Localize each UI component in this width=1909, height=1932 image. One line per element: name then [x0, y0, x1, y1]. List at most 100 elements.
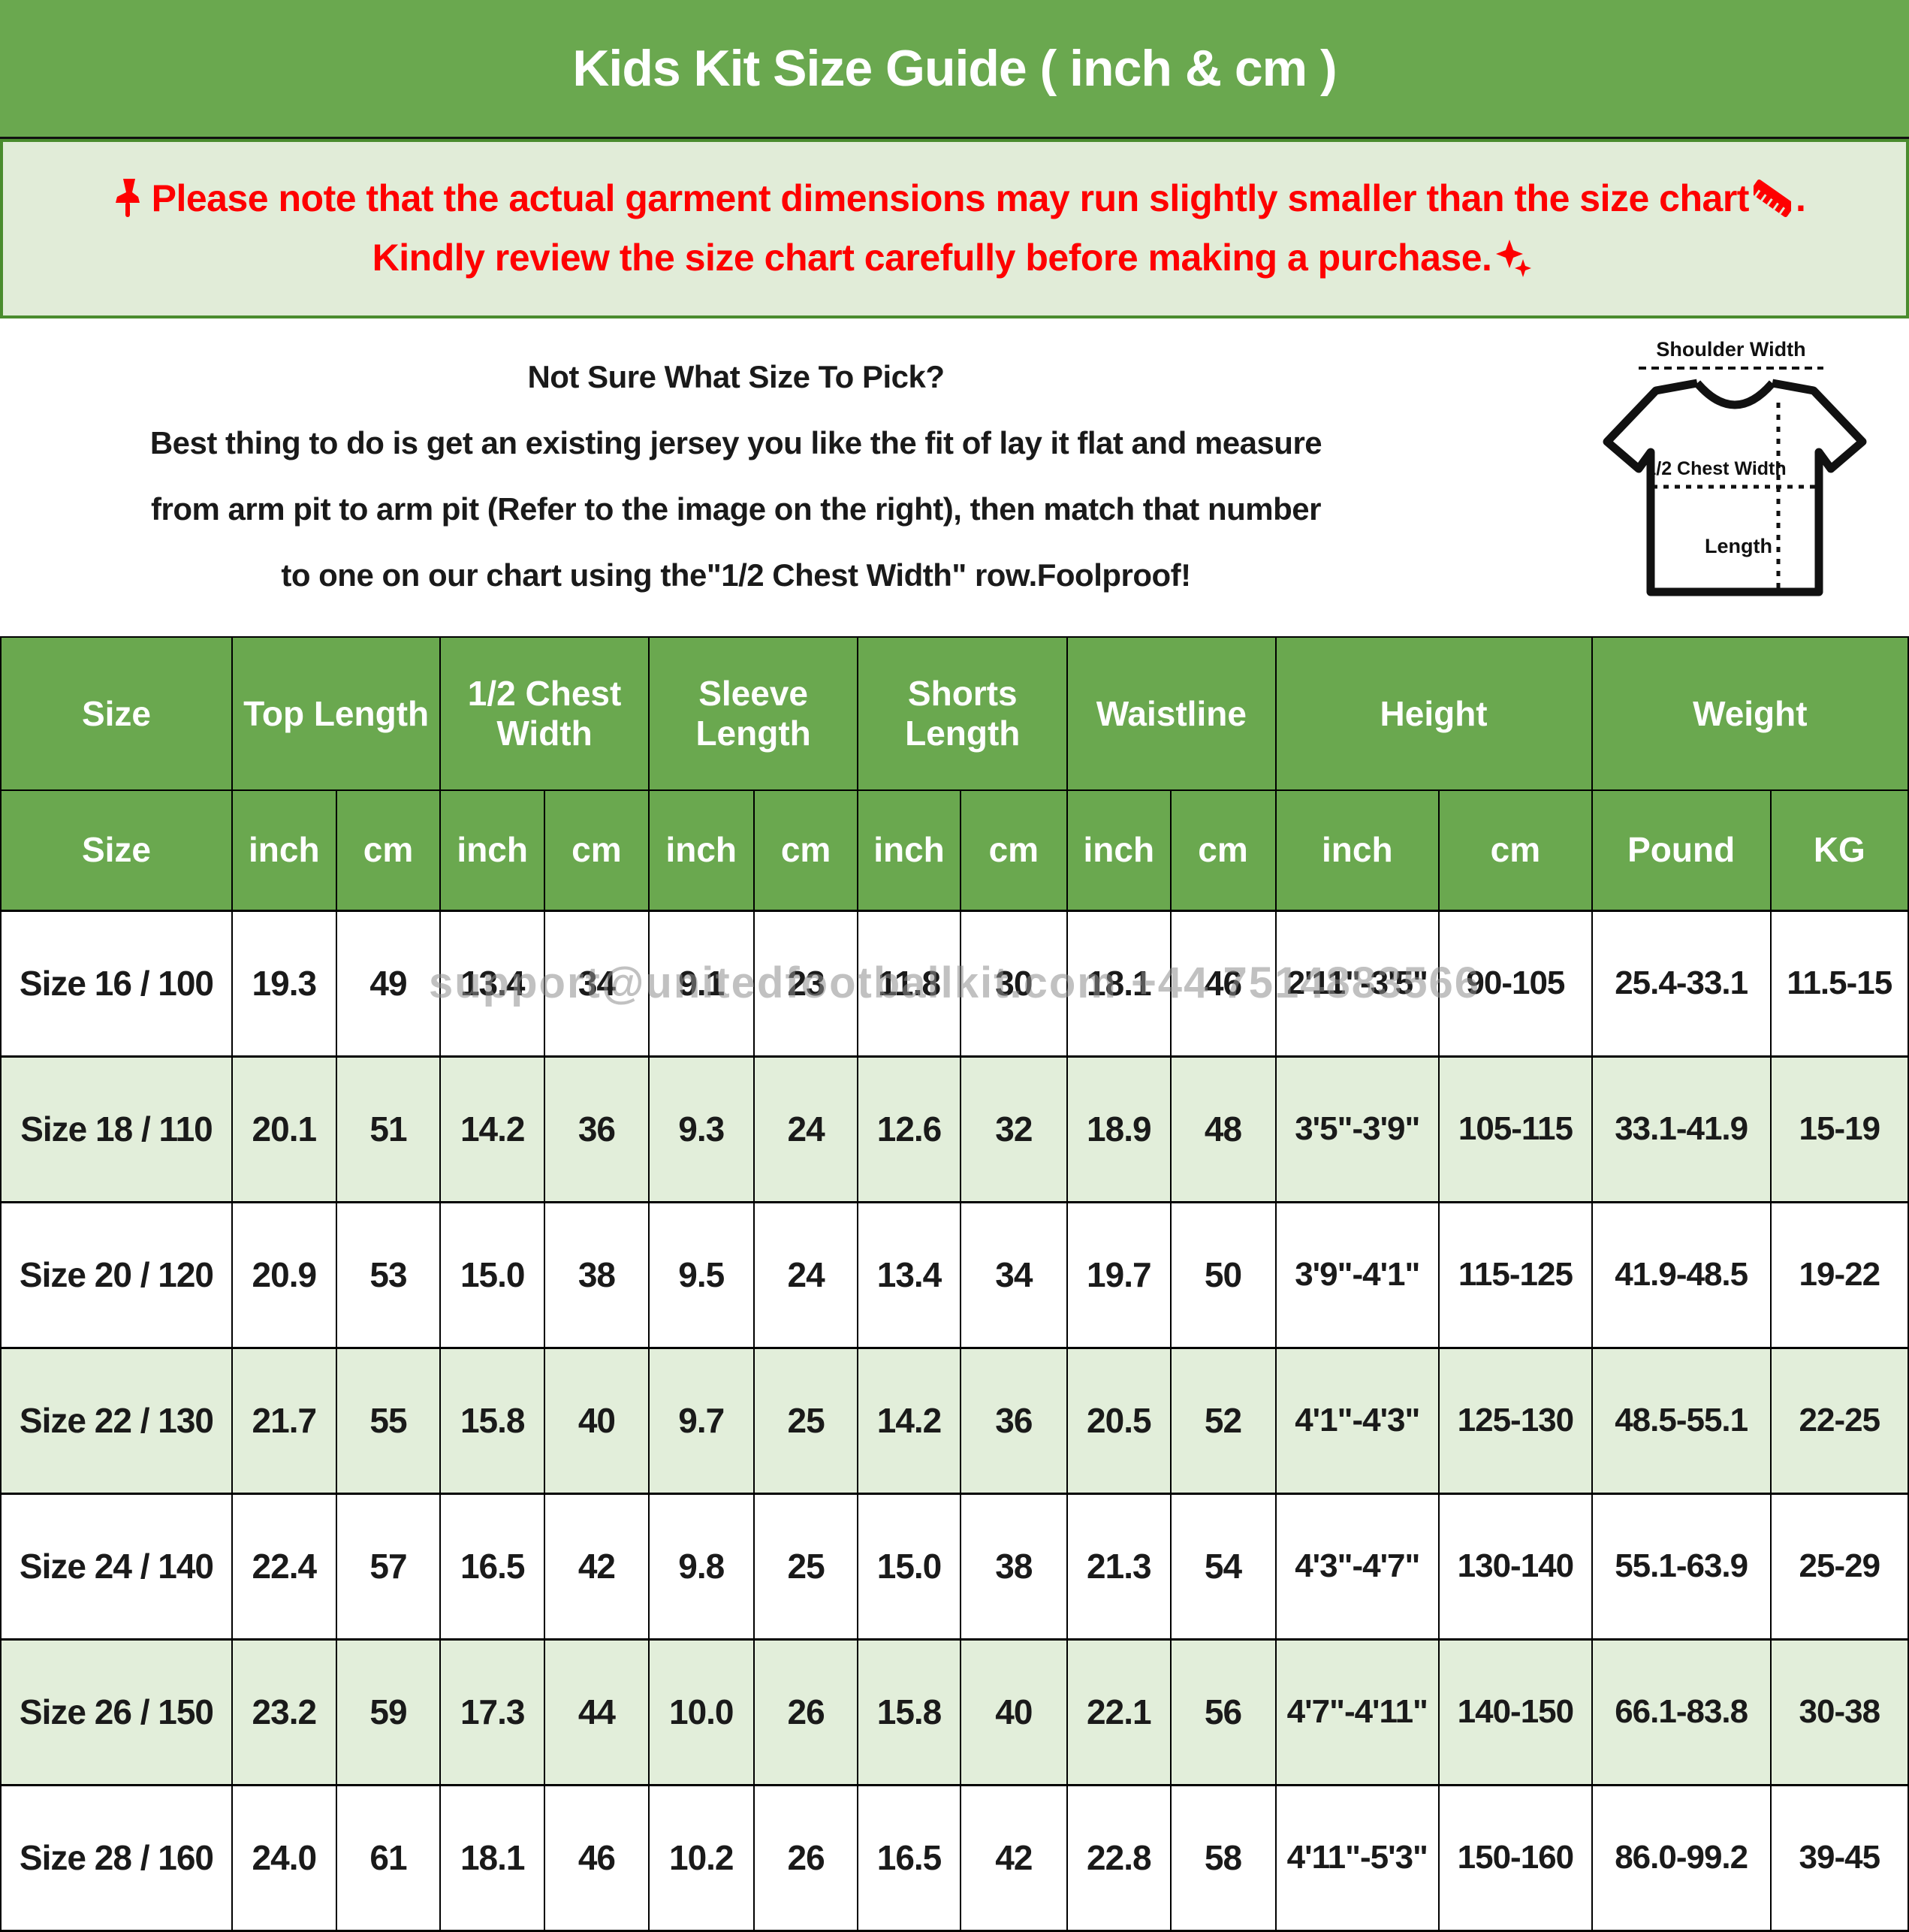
cell-size-26-150-inch-3: 17.3 [439, 1638, 546, 1786]
size-help-line-3: to one on our chart using the"1/2 Chest … [281, 557, 1191, 593]
cell-size-16-100-cm-2: 49 [335, 909, 442, 1058]
cell-size-28-160-size-0: Size 28 / 160 [0, 1783, 233, 1932]
col-sub-14-kg: KG [1769, 789, 1909, 911]
cell-size-28-160-kg-14: 39-45 [1769, 1783, 1909, 1932]
table-row-size-16-100: Size 16 / 100 19.3 49 13.4 34 9.1 23 11.8 30 18.1… [0, 909, 1909, 1058]
size-help-heading: Not Sure What Size To Pick? [527, 359, 945, 394]
notice-line-1: Please note that the actual garment dime… [104, 177, 1806, 220]
notice-banner: Please note that the actual garment dime… [0, 139, 1909, 318]
cell-size-26-150-cm-6: 26 [752, 1638, 859, 1786]
cell-size-22-130-cm-8: 36 [959, 1346, 1069, 1495]
cell-size-22-130-cm-6: 25 [752, 1346, 859, 1495]
cell-size-24-140-pound-13: 55.1-63.9 [1591, 1492, 1772, 1641]
notice-text-1: Please note that the actual garment dime… [151, 177, 1750, 219]
cell-size-28-160-inch-5: 10.2 [647, 1783, 755, 1932]
table-row-size-26-150: Size 26 / 150 23.2 59 17.3 44 10.0 26 15.8 40 22.… [0, 1638, 1909, 1786]
cell-size-24-140-size-0: Size 24 / 140 [0, 1492, 233, 1641]
cell-size-16-100-inch-3: 13.4 [439, 909, 546, 1058]
col-group-height: Height [1274, 636, 1593, 791]
cell-size-28-160-inch-9: 22.8 [1066, 1783, 1172, 1932]
cell-size-18-110-inch-9: 18.9 [1066, 1055, 1172, 1203]
table-row-size-18-110: Size 18 / 110 20.1 51 14.2 36 9.3 24 12.6 32 18.9… [0, 1055, 1909, 1203]
tshirt-measure-diagram: Shoulder Width 1/2 Chest Width Length [1585, 328, 1885, 628]
cell-size-28-160-inch-11: 4'11"-5'3" [1274, 1783, 1440, 1932]
cell-size-20-120-pound-13: 41.9-48.5 [1591, 1200, 1772, 1349]
cell-size-22-130-size-0: Size 22 / 130 [0, 1346, 233, 1495]
size-table: Size Top Length 1/2 Chest Width Sleeve Leng… [0, 636, 1909, 1932]
cell-size-24-140-cm-4: 42 [544, 1492, 650, 1641]
col-sub-9-inch: inch [1066, 789, 1172, 911]
cell-size-20-120-inch-3: 15.0 [439, 1200, 546, 1349]
cell-size-26-150-inch-7: 15.8 [857, 1638, 961, 1786]
cell-size-22-130-cm-2: 55 [335, 1346, 442, 1495]
table-row-size-22-130: Size 22 / 130 21.7 55 15.8 40 9.7 25 14.2 36 20.5… [0, 1346, 1909, 1495]
col-sub-3-inch: inch [439, 789, 546, 911]
cell-size-20-120-cm-4: 38 [544, 1200, 650, 1349]
cell-size-24-140-inch-9: 21.3 [1066, 1492, 1172, 1641]
cell-size-24-140-inch-1: 22.4 [231, 1492, 337, 1641]
cell-size-18-110-inch-3: 14.2 [439, 1055, 546, 1203]
cell-size-16-100-cm-4: 34 [544, 909, 650, 1058]
cell-size-16-100-kg-14: 11.5-15 [1769, 909, 1909, 1058]
col-group-top-length: Top Length [231, 636, 442, 791]
cell-size-26-150-pound-13: 66.1-83.8 [1591, 1638, 1772, 1786]
cell-size-26-150-inch-1: 23.2 [231, 1638, 337, 1786]
cell-size-20-120-size-0: Size 20 / 120 [0, 1200, 233, 1349]
col-group-1-2-chest-width: 1/2 Chest Width [439, 636, 650, 791]
col-sub-5-inch: inch [647, 789, 755, 911]
cell-size-28-160-inch-7: 16.5 [857, 1783, 961, 1932]
cell-size-26-150-cm-4: 44 [544, 1638, 650, 1786]
cell-size-18-110-cm-8: 32 [959, 1055, 1069, 1203]
col-group-shorts-length: Shorts Length [857, 636, 1069, 791]
cell-size-28-160-cm-6: 26 [752, 1783, 859, 1932]
cell-size-16-100-pound-13: 25.4-33.1 [1591, 909, 1772, 1058]
cell-size-22-130-inch-5: 9.7 [647, 1346, 755, 1495]
col-sub-7-inch: inch [857, 789, 961, 911]
cell-size-18-110-pound-13: 33.1-41.9 [1591, 1055, 1772, 1203]
size-help-line-1: Best thing to do is get an existing jers… [149, 425, 1322, 460]
cell-size-18-110-kg-14: 15-19 [1769, 1055, 1909, 1203]
notice-text-2: Kindly review the size chart carefully b… [372, 236, 1492, 279]
cell-size-16-100-inch-5: 9.1 [647, 909, 755, 1058]
title-bar: Kids Kit Size Guide ( inch & cm ) [0, 0, 1909, 139]
col-sub-1-inch: inch [231, 789, 337, 911]
cell-size-18-110-cm-2: 51 [335, 1055, 442, 1203]
size-chart: Size Top Length 1/2 Chest Width Sleeve Leng… [0, 636, 1909, 1932]
cell-size-22-130-inch-3: 15.8 [439, 1346, 546, 1495]
cell-size-26-150-kg-14: 30-38 [1769, 1638, 1909, 1786]
cell-size-20-120-inch-7: 13.4 [857, 1200, 961, 1349]
cell-size-18-110-inch-5: 9.3 [647, 1055, 755, 1203]
cell-size-26-150-cm-8: 40 [959, 1638, 1069, 1786]
cell-size-24-140-inch-11: 4'3"-4'7" [1274, 1492, 1440, 1641]
cell-size-28-160-inch-1: 24.0 [231, 1783, 337, 1932]
cell-size-26-150-cm-10: 56 [1169, 1638, 1277, 1786]
cell-size-28-160-cm-4: 46 [544, 1783, 650, 1932]
col-sub-8-cm: cm [959, 789, 1069, 911]
cell-size-18-110-cm-10: 48 [1169, 1055, 1277, 1203]
table-head: Size Top Length 1/2 Chest Width Sleeve Leng… [0, 636, 1909, 911]
cell-size-16-100-cm-6: 23 [752, 909, 859, 1058]
cell-size-22-130-inch-9: 20.5 [1066, 1346, 1172, 1495]
cell-size-18-110-inch-11: 3'5"-3'9" [1274, 1055, 1440, 1203]
cell-size-16-100-cm-12: 90-105 [1438, 909, 1593, 1058]
col-group-sleeve-length: Sleeve Length [647, 636, 859, 791]
cell-size-24-140-inch-7: 15.0 [857, 1492, 961, 1641]
cell-size-22-130-cm-10: 52 [1169, 1346, 1277, 1495]
cell-size-28-160-cm-2: 61 [335, 1783, 442, 1932]
cell-size-20-120-cm-2: 53 [335, 1200, 442, 1349]
pushpin-icon [115, 178, 140, 217]
cell-size-22-130-kg-14: 22-25 [1769, 1346, 1909, 1495]
col-sub-4-cm: cm [544, 789, 650, 911]
cell-size-18-110-inch-7: 12.6 [857, 1055, 961, 1203]
cell-size-20-120-cm-10: 50 [1169, 1200, 1277, 1349]
notice-line-2: Kindly review the size chart carefully b… [372, 234, 1537, 282]
table-body: Size 16 / 100 19.3 49 13.4 34 9.1 23 11.8 30 18.1… [0, 909, 1909, 1932]
cell-size-20-120-cm-12: 115-125 [1438, 1200, 1593, 1349]
cell-size-20-120-cm-6: 24 [752, 1200, 859, 1349]
cell-size-24-140-cm-12: 130-140 [1438, 1492, 1593, 1641]
cell-size-28-160-inch-3: 18.1 [439, 1783, 546, 1932]
size-help-section: Not Sure What Size To Pick? Best thing t… [0, 318, 1909, 636]
sparkles-icon [1496, 239, 1532, 277]
col-sub-6-cm: cm [752, 789, 859, 911]
notice-text-1-end: . [1795, 177, 1806, 219]
